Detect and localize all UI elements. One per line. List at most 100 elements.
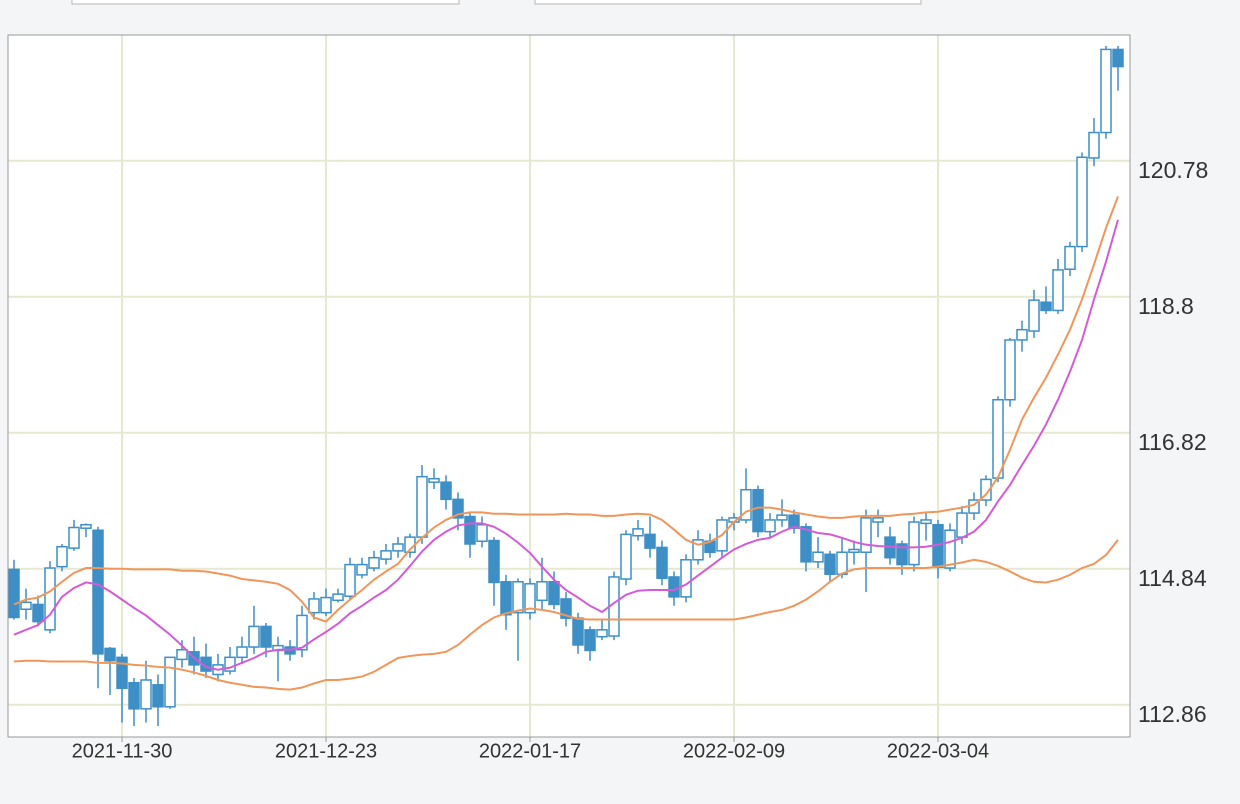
candle-body bbox=[392, 543, 404, 552]
candle-body bbox=[1028, 299, 1040, 332]
input-box[interactable] bbox=[71, 0, 460, 5]
candle-body bbox=[1112, 48, 1124, 68]
candle-body bbox=[308, 598, 320, 614]
candle-body bbox=[260, 625, 272, 648]
x-tick-label: 2022-01-17 bbox=[479, 740, 581, 762]
candle-body bbox=[344, 563, 356, 597]
candle-body bbox=[320, 596, 332, 614]
candle-body bbox=[44, 567, 56, 631]
candle-body bbox=[692, 539, 704, 561]
candle-body bbox=[680, 559, 692, 598]
candle-body bbox=[332, 593, 344, 602]
plot-area bbox=[7, 34, 1131, 738]
candle-body bbox=[164, 656, 176, 708]
candle-body bbox=[632, 528, 644, 537]
candle-body bbox=[1088, 131, 1100, 159]
y-tick-label: 120.78 bbox=[1138, 157, 1208, 183]
grid bbox=[8, 35, 1130, 737]
candle-body bbox=[428, 477, 440, 483]
candle-body bbox=[920, 519, 932, 525]
candle-body bbox=[140, 679, 152, 710]
candle-body bbox=[512, 581, 524, 614]
band-line bbox=[13, 196, 1119, 623]
candle-body bbox=[812, 551, 824, 563]
candle-body bbox=[656, 546, 668, 580]
candle-body bbox=[836, 551, 848, 575]
candle-body bbox=[848, 548, 860, 553]
candle-body bbox=[560, 598, 572, 619]
candle-body bbox=[764, 519, 776, 533]
candle-body bbox=[956, 512, 968, 538]
x-tick-label: 2021-11-30 bbox=[72, 740, 173, 762]
candle-body bbox=[572, 617, 584, 646]
x-tick-label: 2022-03-04 bbox=[887, 740, 989, 762]
band-line bbox=[13, 539, 1119, 691]
candle-body bbox=[224, 656, 236, 672]
candle-body bbox=[788, 514, 800, 529]
candle-body bbox=[740, 488, 752, 521]
candle-body bbox=[752, 488, 764, 533]
candle-body bbox=[584, 629, 596, 652]
candle-body bbox=[800, 526, 812, 563]
candle-body bbox=[56, 545, 68, 568]
candle-body bbox=[464, 515, 476, 545]
candle-body bbox=[896, 543, 908, 566]
candle-body bbox=[416, 475, 428, 538]
candle-body bbox=[32, 603, 44, 623]
candle-body bbox=[452, 498, 464, 519]
y-tick-label: 116.82 bbox=[1138, 429, 1207, 455]
candle-body bbox=[860, 517, 872, 553]
candle-body bbox=[116, 656, 128, 689]
plot-border bbox=[7, 34, 1131, 738]
candle-body bbox=[152, 684, 164, 708]
input-box[interactable] bbox=[534, 0, 922, 5]
candle-body bbox=[824, 553, 836, 575]
candle-body bbox=[368, 556, 380, 569]
candle-body bbox=[20, 601, 32, 610]
x-tick-label: 2022-02-09 bbox=[683, 740, 785, 762]
candle-body bbox=[476, 524, 488, 542]
candle-body bbox=[1100, 48, 1112, 134]
candle-body bbox=[1040, 301, 1052, 312]
candle-body bbox=[68, 526, 80, 549]
candle-body bbox=[296, 614, 308, 651]
candle-body bbox=[644, 533, 656, 549]
candle-body bbox=[668, 576, 680, 598]
candle-body bbox=[176, 649, 188, 661]
candle-body bbox=[536, 581, 548, 602]
y-tick-label: 118.8 bbox=[1138, 293, 1194, 319]
candle-body bbox=[356, 563, 368, 576]
candle-body bbox=[524, 583, 536, 614]
band-line bbox=[13, 219, 1119, 671]
y-tick-label: 114.84 bbox=[1138, 565, 1207, 591]
candle-body bbox=[596, 629, 608, 638]
candle-body bbox=[488, 539, 500, 584]
candle-body bbox=[992, 398, 1004, 479]
candle-body bbox=[548, 581, 560, 606]
candle-body bbox=[980, 478, 992, 501]
candle-body bbox=[1052, 269, 1064, 312]
candle-body bbox=[500, 581, 512, 616]
candle-body bbox=[872, 517, 884, 523]
candle-body bbox=[80, 524, 92, 529]
y-tick-label: 112.86 bbox=[1138, 701, 1207, 727]
candles bbox=[8, 45, 1124, 727]
candle-body bbox=[1064, 245, 1076, 270]
x-tick-label: 2021-12-23 bbox=[275, 740, 377, 762]
candle-body bbox=[908, 521, 920, 566]
candle-body bbox=[380, 550, 392, 560]
candle-body bbox=[1076, 156, 1088, 248]
candle-body bbox=[440, 481, 452, 501]
candle-body bbox=[128, 681, 140, 710]
candle-body bbox=[944, 529, 956, 569]
labels: 112.86 114.84 116.82 118.8 120.78 2021-11-30 2… bbox=[72, 157, 1209, 763]
candle-body bbox=[1016, 328, 1028, 341]
candle-body bbox=[620, 533, 632, 580]
candle-body bbox=[236, 646, 248, 659]
candle-body bbox=[1004, 339, 1016, 401]
candle-body bbox=[776, 514, 788, 521]
candle-body bbox=[248, 625, 260, 648]
candle-body bbox=[8, 568, 20, 619]
